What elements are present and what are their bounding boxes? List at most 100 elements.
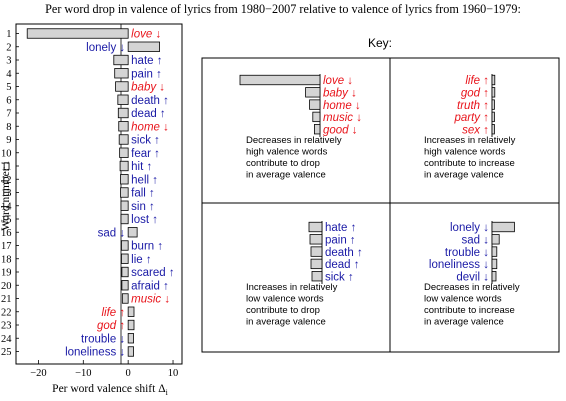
- key-caption-bottom-left-1: Increases in relatively: [246, 282, 338, 293]
- key-word-bottom-left-3: death ↑: [325, 247, 363, 259]
- bar-label-12: hell ↑: [131, 174, 158, 186]
- bar-17: [121, 240, 129, 251]
- key-bar-top-left-5: [313, 124, 321, 135]
- key-title: Key:: [368, 36, 392, 50]
- bar-16: [127, 227, 138, 238]
- key-panel-bottom-left: hate ↑pain ↑death ↑dead ↑sick ↑Increases…: [246, 221, 363, 328]
- key-bar-bottom-left-5: [311, 271, 323, 282]
- bar-label-16: sad ↓: [98, 227, 126, 239]
- bar-24: [127, 333, 134, 344]
- bar-11: [119, 160, 129, 172]
- bar-label-3: hate ↑: [131, 55, 162, 67]
- key-word-bottom-right-2: sad ↓: [462, 235, 490, 247]
- bar-7: [117, 107, 129, 119]
- y-tick-label-10: 10: [1, 148, 12, 159]
- key-word-bottom-right-1: lonely ↓: [450, 222, 489, 234]
- key-caption-top-left-1: Decreases in relatively: [246, 135, 342, 146]
- key-word-top-right-1: life ↑: [465, 75, 489, 87]
- y-tick-label-9: 9: [6, 135, 11, 146]
- bar-label-2: lonely ↓: [86, 42, 125, 54]
- key-bar-top-left-1: [239, 74, 321, 86]
- key-bar-top-right-2: [491, 87, 496, 98]
- y-tick-label-2: 2: [6, 42, 11, 53]
- key-caption-top-left-4: in average valence: [246, 170, 326, 181]
- key-bar-bottom-left-1: [308, 221, 323, 233]
- bar-label-11: hit ↑: [131, 161, 152, 173]
- key-word-top-left-4: music ↓: [323, 112, 362, 124]
- key-bar-bottom-right-1: [491, 221, 515, 233]
- key-frame: [201, 57, 560, 353]
- bar-20: [121, 280, 129, 291]
- bar-6: [117, 94, 129, 105]
- key-bar-bottom-right-3: [491, 246, 498, 257]
- bar-label-19: scared ↑: [131, 267, 174, 279]
- y-tick-label-16: 16: [1, 228, 12, 239]
- bar-label-6: death ↑: [131, 95, 169, 107]
- key-bar-top-right-5: [491, 124, 495, 135]
- y-tick-label-20: 20: [1, 281, 12, 292]
- key-bar-bottom-left-4: [310, 258, 323, 270]
- key-bar-top-right-3: [491, 99, 495, 110]
- key-caption-bottom-right-3: contribute to increase: [424, 305, 515, 316]
- bar-label-24: trouble ↓: [81, 333, 125, 345]
- key-caption-top-right-1: Increases in relatively: [424, 135, 516, 146]
- y-tick-label-3: 3: [6, 56, 11, 67]
- bar-label-25: loneliness ↓: [65, 347, 125, 359]
- key-word-bottom-left-5: sick ↑: [325, 271, 354, 283]
- x-tick-label-2: 0: [126, 368, 131, 379]
- bar-10: [119, 147, 129, 158]
- bar-label-18: lie ↑: [131, 254, 151, 266]
- key-bar-top-left-4: [312, 111, 321, 123]
- x-tick-label-1: −10: [75, 368, 91, 379]
- key-word-bottom-right-5: devil ↓: [456, 271, 489, 283]
- key-caption-bottom-left-3: contribute to drop: [246, 305, 320, 316]
- y-tick-label-1: 1: [6, 29, 11, 40]
- bar-15: [120, 213, 129, 225]
- key-word-top-left-2: baby ↓: [323, 88, 357, 100]
- key-bar-bottom-right-4: [491, 258, 498, 270]
- y-tick-label-19: 19: [1, 268, 12, 279]
- y-tick-label-17: 17: [1, 241, 12, 252]
- bar-label-8: home ↓: [131, 121, 169, 133]
- key-bar-bottom-left-3: [310, 246, 323, 257]
- y-tick-label-8: 8: [6, 122, 11, 133]
- bar-19: [121, 266, 129, 278]
- bar-12: [120, 174, 129, 185]
- y-tick-label-18: 18: [1, 254, 12, 265]
- y-tick-label-4: 4: [6, 69, 12, 80]
- bar-14: [120, 200, 129, 211]
- bar-label-17: burn ↑: [131, 241, 163, 253]
- key-word-top-right-5: sex ↑: [462, 124, 489, 136]
- key-caption-top-left-3: contribute to drop: [246, 158, 320, 169]
- bar-3: [113, 54, 129, 66]
- y-tick-label-13: 13: [1, 188, 12, 199]
- key-caption-bottom-left-4: in average valence: [246, 317, 326, 328]
- key-bar-bottom-right-2: [491, 234, 500, 245]
- bar-22: [127, 306, 135, 317]
- key-bar-top-right-4: [491, 111, 495, 123]
- key-caption-top-left-2: high valence words: [246, 147, 328, 158]
- key-caption-bottom-left-2: low valence words: [246, 294, 324, 305]
- bar-label-9: sick ↑: [131, 135, 160, 147]
- key-caption-top-right-3: contribute to increase: [424, 158, 515, 169]
- key-word-top-right-2: god ↑: [461, 88, 489, 100]
- x-tick-label-0: −20: [30, 368, 46, 379]
- key-caption-top-right-4: in average valence: [424, 170, 504, 181]
- bar-1: [26, 28, 129, 39]
- key-panel-top-left: love ↓baby ↓home ↓music ↓good ↓Decreases…: [239, 74, 362, 181]
- y-tick-label-12: 12: [1, 175, 12, 186]
- bar-label-1: love ↓: [131, 29, 161, 41]
- key-word-top-right-4: party ↑: [453, 112, 489, 124]
- key-word-bottom-right-4: loneliness ↓: [429, 259, 489, 271]
- bar-25: [127, 346, 134, 357]
- bar-9: [118, 134, 129, 145]
- bar-5: [115, 81, 129, 92]
- key-caption-top-right-2: high valence words: [424, 147, 506, 158]
- bar-4: [114, 68, 129, 79]
- y-axis-label: Word number i: [0, 161, 12, 230]
- y-tick-label-21: 21: [1, 294, 12, 305]
- key-word-bottom-left-4: dead ↑: [325, 259, 360, 271]
- key-panel-bottom-right: lonely ↓sad ↓trouble ↓loneliness ↓devil …: [424, 221, 520, 328]
- bar-8: [118, 121, 129, 132]
- y-tick-label-14: 14: [1, 201, 12, 212]
